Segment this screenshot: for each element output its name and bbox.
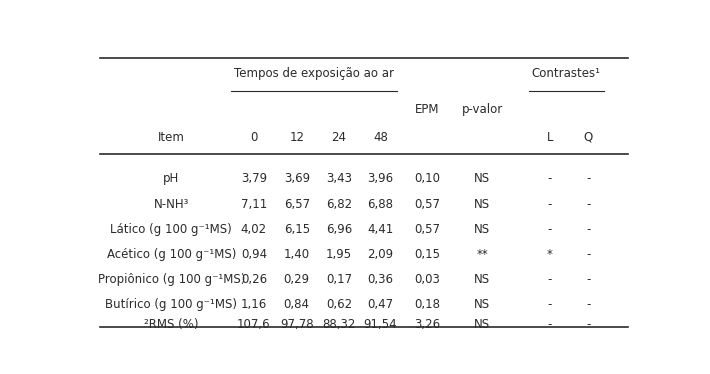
Text: -: - <box>547 223 552 236</box>
Text: 0,26: 0,26 <box>241 273 267 286</box>
Text: 0,10: 0,10 <box>414 172 440 185</box>
Text: 0,03: 0,03 <box>414 273 440 286</box>
Text: Contrastes¹: Contrastes¹ <box>532 67 601 80</box>
Text: 0,84: 0,84 <box>284 298 310 311</box>
Text: Propiônico (g 100 g⁻¹MS): Propiônico (g 100 g⁻¹MS) <box>97 273 245 286</box>
Text: 0,47: 0,47 <box>367 298 393 311</box>
Text: EPM: EPM <box>415 103 439 116</box>
Text: 4,41: 4,41 <box>367 223 393 236</box>
Text: Lático (g 100 g⁻¹MS): Lático (g 100 g⁻¹MS) <box>111 223 232 236</box>
Text: -: - <box>547 172 552 185</box>
Text: 6,96: 6,96 <box>326 223 352 236</box>
Text: Butírico (g 100 g⁻¹MS): Butírico (g 100 g⁻¹MS) <box>105 298 237 311</box>
Text: ²RMS (%): ²RMS (%) <box>144 318 199 331</box>
Text: *: * <box>547 248 553 261</box>
Text: 6,57: 6,57 <box>284 197 310 211</box>
Text: 0,17: 0,17 <box>326 273 352 286</box>
Text: 2,09: 2,09 <box>367 248 393 261</box>
Text: 1,40: 1,40 <box>284 248 310 261</box>
Text: -: - <box>547 197 552 211</box>
Text: NS: NS <box>474 298 490 311</box>
Text: Item: Item <box>158 131 185 144</box>
Text: 107,6: 107,6 <box>237 318 271 331</box>
Text: 0,15: 0,15 <box>414 248 440 261</box>
Text: -: - <box>547 318 552 331</box>
Text: **: ** <box>476 248 488 261</box>
Text: 7,11: 7,11 <box>241 197 267 211</box>
Text: -: - <box>547 298 552 311</box>
Text: 91,54: 91,54 <box>364 318 397 331</box>
Text: p-valor: p-valor <box>462 103 503 116</box>
Text: 88,32: 88,32 <box>322 318 356 331</box>
Text: NS: NS <box>474 197 490 211</box>
Text: -: - <box>586 273 591 286</box>
Text: 6,15: 6,15 <box>284 223 310 236</box>
Text: 6,88: 6,88 <box>367 197 393 211</box>
Text: 0,18: 0,18 <box>414 298 440 311</box>
Text: -: - <box>586 318 591 331</box>
Text: -: - <box>586 298 591 311</box>
Text: Tempos de exposição ao ar: Tempos de exposição ao ar <box>234 67 394 80</box>
Text: 6,82: 6,82 <box>326 197 352 211</box>
Text: 0,29: 0,29 <box>284 273 310 286</box>
Text: 0,36: 0,36 <box>367 273 393 286</box>
Text: L: L <box>547 131 553 144</box>
Text: 3,79: 3,79 <box>241 172 267 185</box>
Text: 24: 24 <box>332 131 346 144</box>
Text: 3,96: 3,96 <box>367 172 393 185</box>
Text: -: - <box>586 197 591 211</box>
Text: 12: 12 <box>289 131 305 144</box>
Text: NS: NS <box>474 318 490 331</box>
Text: 3,43: 3,43 <box>326 172 352 185</box>
Text: NS: NS <box>474 273 490 286</box>
Text: 48: 48 <box>373 131 388 144</box>
Text: 0,57: 0,57 <box>414 223 440 236</box>
Text: pH: pH <box>163 172 180 185</box>
Text: -: - <box>586 172 591 185</box>
Text: Acético (g 100 g⁻¹MS): Acético (g 100 g⁻¹MS) <box>106 248 236 261</box>
Text: -: - <box>586 248 591 261</box>
Text: -: - <box>586 223 591 236</box>
Text: 4,02: 4,02 <box>241 223 267 236</box>
Text: 3,69: 3,69 <box>284 172 310 185</box>
Text: 0,57: 0,57 <box>414 197 440 211</box>
Text: 0,62: 0,62 <box>326 298 352 311</box>
Text: Q: Q <box>584 131 593 144</box>
Text: 0,94: 0,94 <box>241 248 267 261</box>
Text: NS: NS <box>474 223 490 236</box>
Text: 0: 0 <box>250 131 258 144</box>
Text: 3,26: 3,26 <box>414 318 440 331</box>
Text: N-NH³: N-NH³ <box>153 197 189 211</box>
Text: 1,95: 1,95 <box>326 248 352 261</box>
Text: -: - <box>547 273 552 286</box>
Text: NS: NS <box>474 172 490 185</box>
Text: 97,78: 97,78 <box>280 318 314 331</box>
Text: 1,16: 1,16 <box>241 298 267 311</box>
